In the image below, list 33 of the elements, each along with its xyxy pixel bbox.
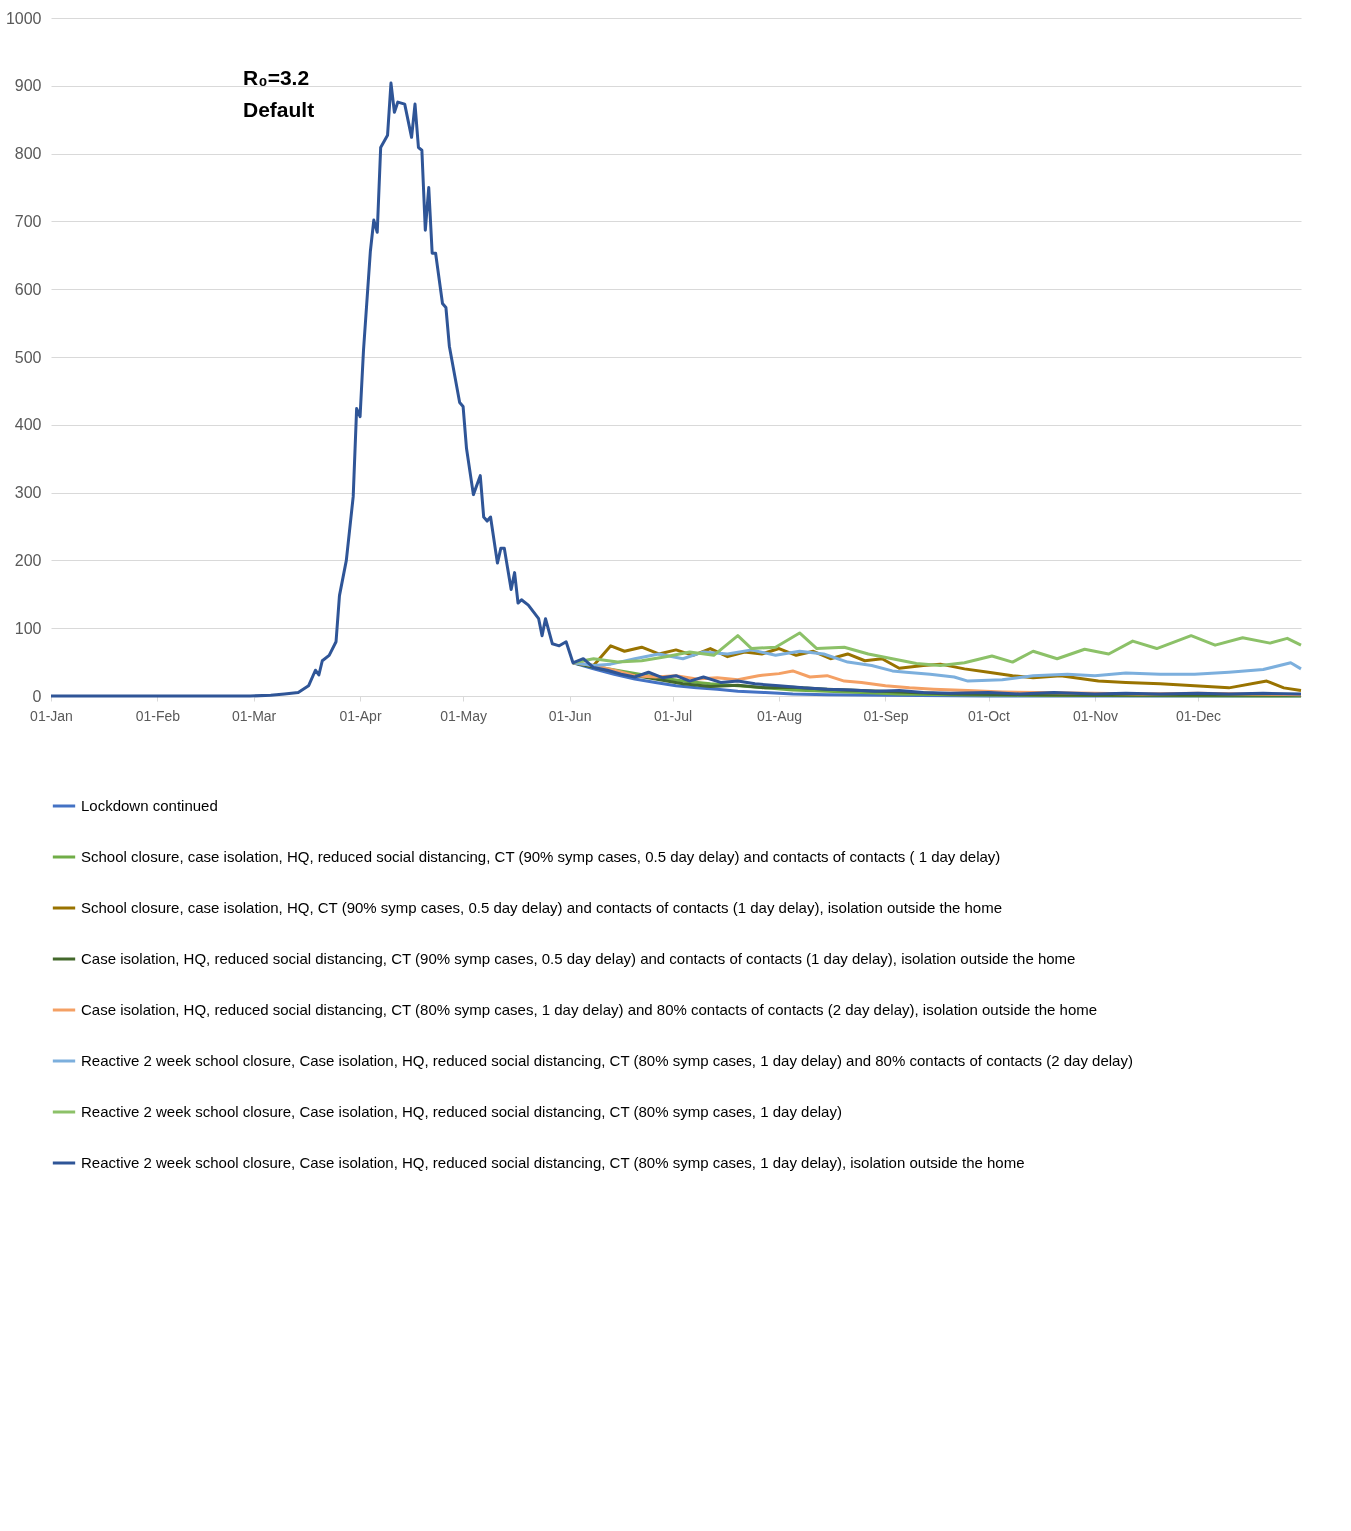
x-tick-label: 01-Mar xyxy=(231,707,277,724)
x-tick-label: 01-May xyxy=(440,707,487,724)
x-tick-label: 01-Nov xyxy=(1072,707,1119,724)
y-tick-label: 700 xyxy=(14,212,42,230)
legend-label: School closure, case isolation, HQ, CT (90% symp cases, 0.5 day delay) and contacts of contacts (1 day delay), isolation outside the home xyxy=(81,899,1003,916)
legend-label: Lockdown continued xyxy=(81,797,218,814)
y-tick-label: 800 xyxy=(14,145,42,163)
legend-label: Reactive 2 week school closure, Case isolation, HQ, reduced social distancing, CT (80% symp cases, 1 day delay), isolation outside the home xyxy=(81,1154,1025,1171)
x-tick-label: 01-Jan xyxy=(30,707,73,724)
y-tick-label: 500 xyxy=(14,348,42,366)
annotation: Default xyxy=(243,98,315,121)
legend-label: School closure, case isolation, HQ, reduced social distancing, CT (90% symp cases, 0.5 day delay) and contacts of contacts ( 1 day delay) xyxy=(81,848,1001,865)
x-tick-label: 01-Feb xyxy=(135,707,181,724)
y-tick-label: 300 xyxy=(14,484,42,502)
y-tick-label: 0 xyxy=(32,687,42,705)
y-tick-label: 600 xyxy=(14,280,42,298)
x-tick-label: 01-Dec xyxy=(1175,707,1222,724)
x-tick-label: 01-Jul xyxy=(654,707,693,724)
annotation: R₀=3.2 xyxy=(243,66,310,89)
y-tick-label: 100 xyxy=(14,619,42,637)
x-tick-label: 01-Apr xyxy=(339,707,382,724)
y-tick-label: 200 xyxy=(14,551,42,569)
x-tick-label: 01-Oct xyxy=(967,707,1011,724)
legend-label: Reactive 2 week school closure, Case isolation, HQ, reduced social distancing, CT (80% symp cases, 1 day delay) and 80% contacts of contacts (2 day delay) xyxy=(81,1052,1133,1069)
x-tick-label: 01-Jun xyxy=(548,707,592,724)
y-tick-label: 1000 xyxy=(5,9,42,27)
x-tick-label: 01-Aug xyxy=(756,707,803,724)
y-tick-label: 400 xyxy=(14,416,42,434)
legend-label: Case isolation, HQ, reduced social distancing, CT (90% symp cases, 0.5 day delay) and contacts of contacts (1 day delay), isolation outside the home xyxy=(81,950,1076,967)
x-tick-label: 01-Sep xyxy=(863,707,909,724)
legend-label: Reactive 2 week school closure, Case isolation, HQ, reduced social distancing, CT (80% symp cases, 1 day delay) xyxy=(81,1103,842,1120)
y-tick-label: 900 xyxy=(14,77,42,95)
legend-label: Case isolation, HQ, reduced social distancing, CT (80% symp cases, 1 day delay) and 80% contacts of contacts (2 day delay), isolation outside the home xyxy=(81,1001,1098,1018)
